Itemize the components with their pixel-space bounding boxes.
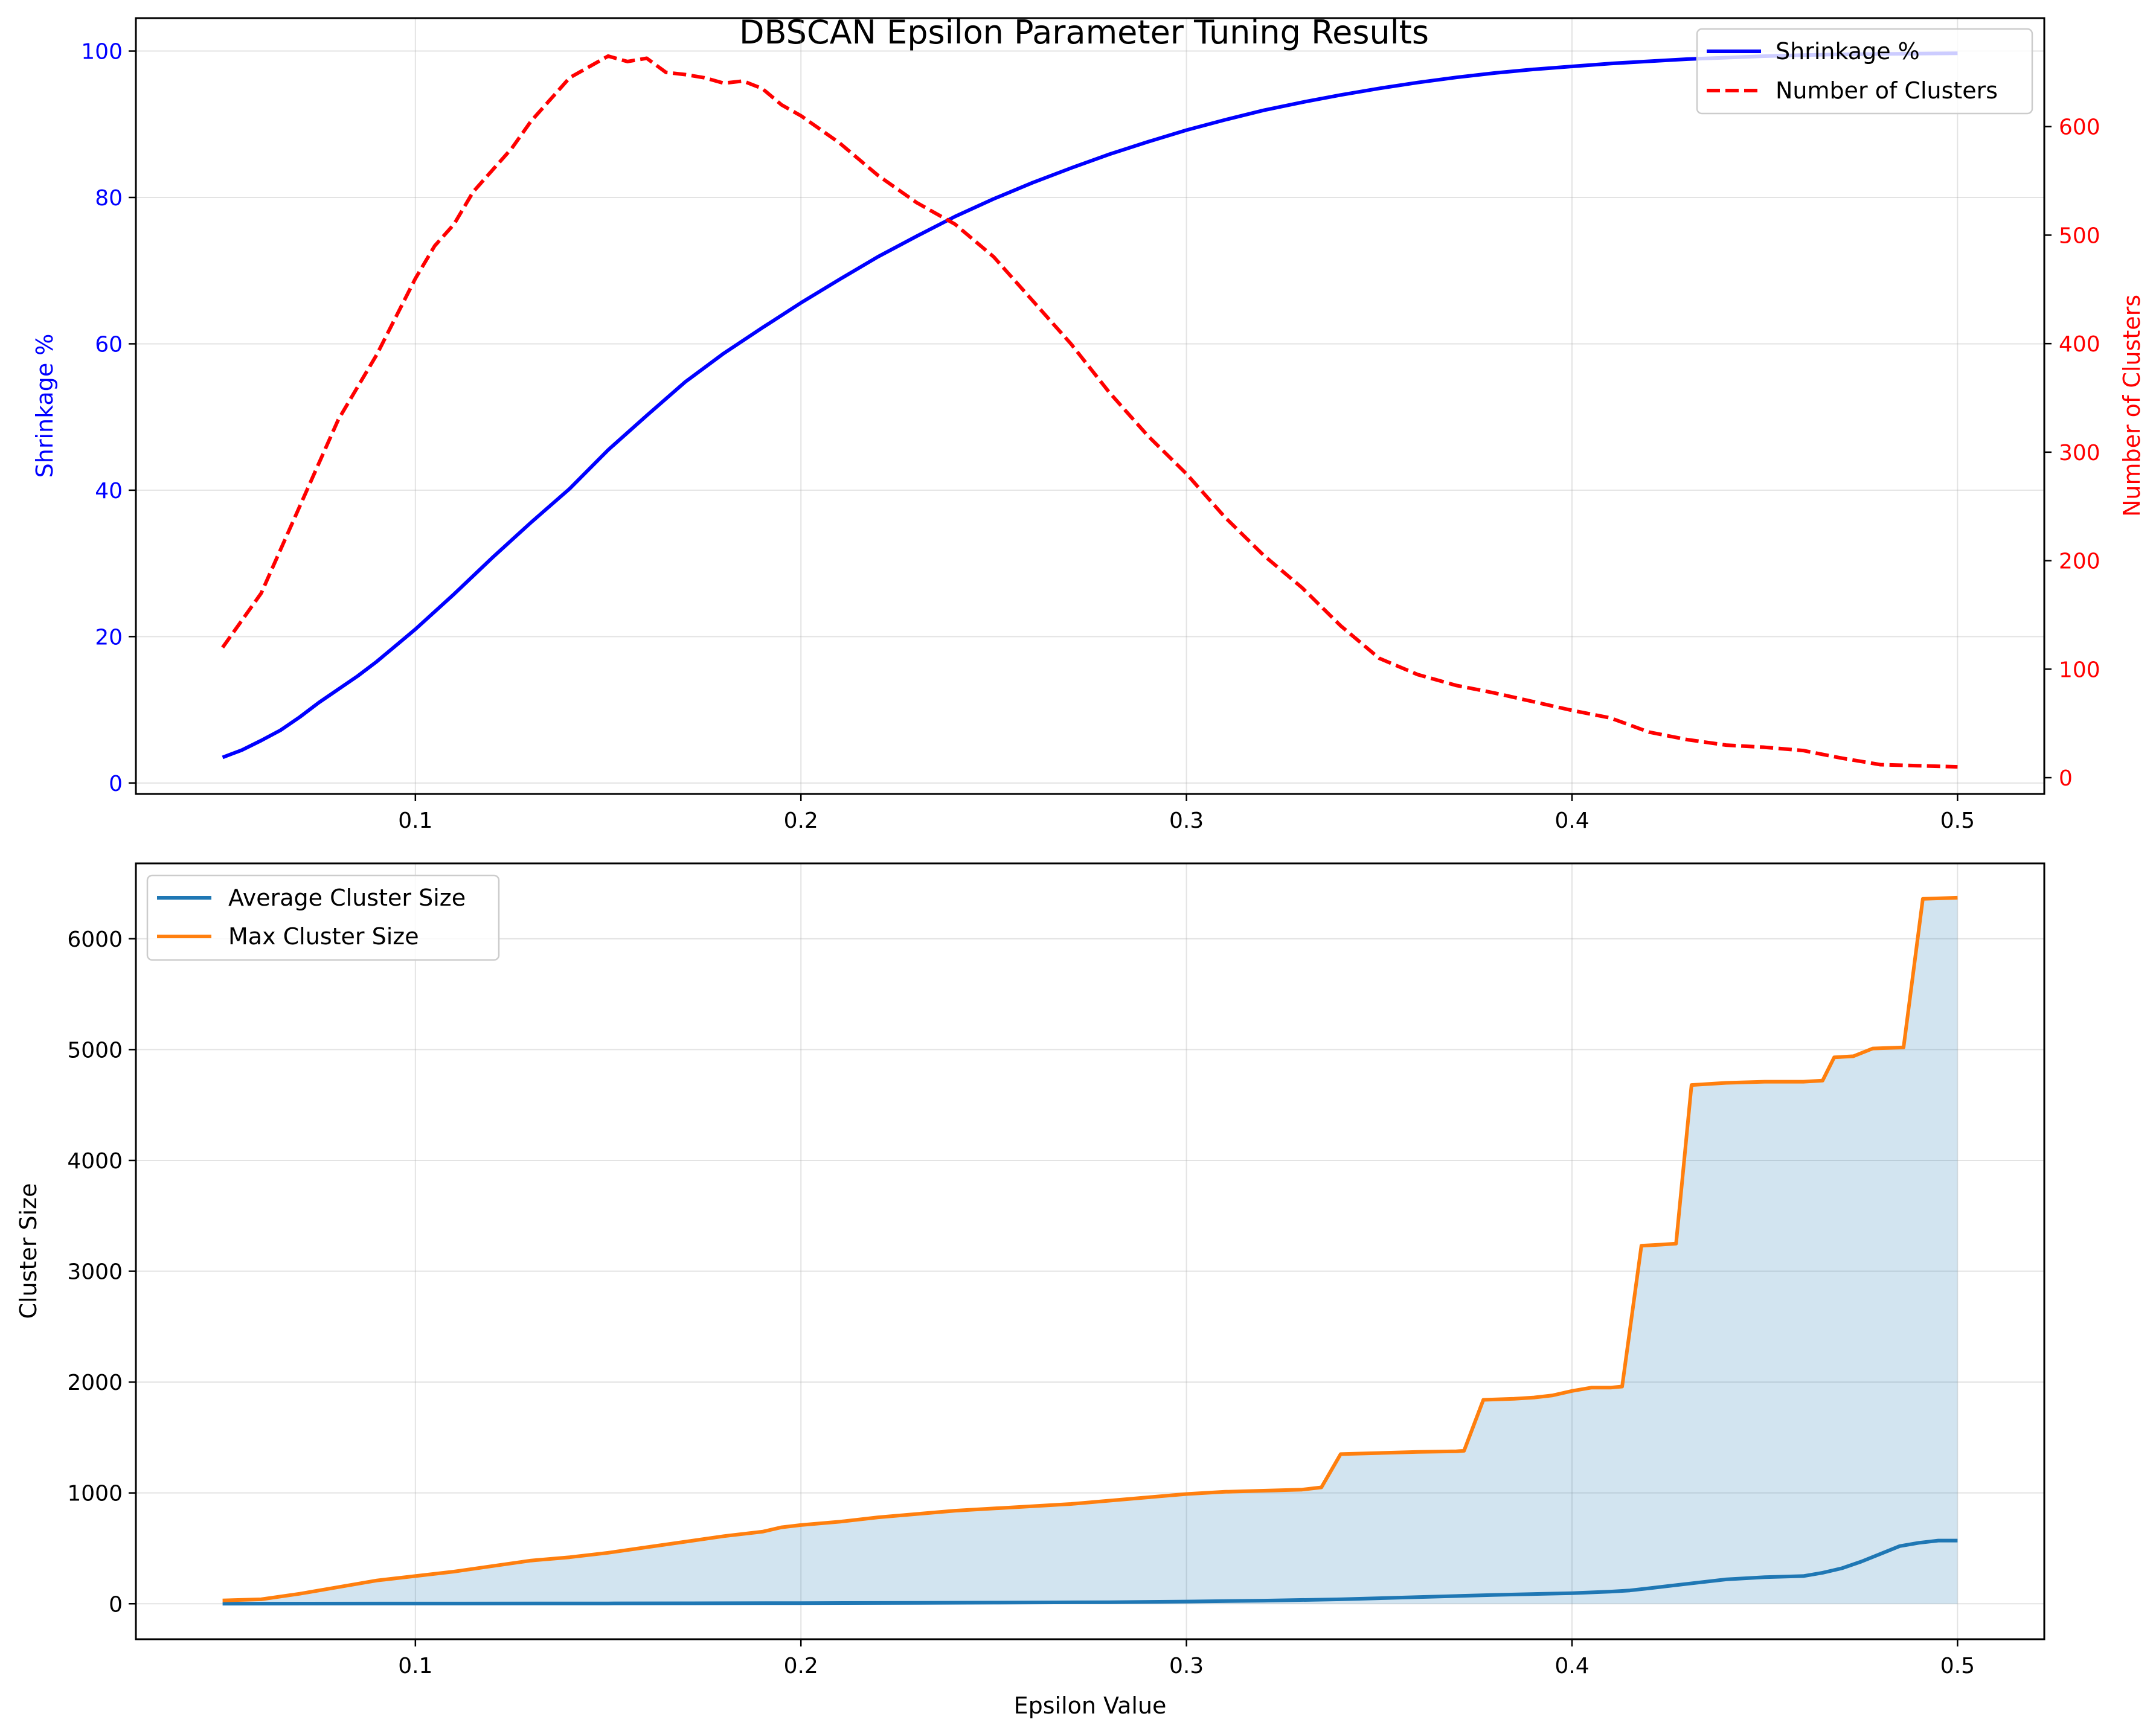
top-chart: 0.1 0.2 0.3 0.4 0.5 0 20 40 60 80 100 0 100 200 300 4… <box>31 17 2145 833</box>
x-tick-label: 0.3 <box>1169 808 1204 833</box>
bottom-grid <box>136 863 2044 1639</box>
y2-tick-label: 0 <box>2059 766 2073 791</box>
y2-tick-label: 200 <box>2059 549 2100 574</box>
y-tick-label: 2000 <box>67 1371 123 1395</box>
bottom-legend: Average Cluster Size Max Cluster Size <box>146 874 500 961</box>
y2-tick-label: 500 <box>2059 223 2100 248</box>
series-number-of-clusters <box>221 54 1958 769</box>
y2-tick-label: 300 <box>2059 441 2100 466</box>
top-y-axis-left: 0 20 40 60 80 100 <box>81 40 136 796</box>
y-tick-label: 60 <box>95 332 123 357</box>
bottom-xlabel: Epsilon Value <box>1014 1692 1167 1719</box>
top-y2label: Number of Clusters <box>2119 295 2145 517</box>
series-shrinkage <box>222 51 1958 760</box>
bottom-ylabel: Cluster Size <box>15 1183 42 1319</box>
x-tick-label: 0.5 <box>1940 808 1975 833</box>
top-legend-box <box>1696 28 2033 115</box>
top-ylabel: Shrinkage % <box>31 334 58 478</box>
y-tick-label: 40 <box>95 479 123 504</box>
legend-label-average: Average Cluster Size <box>228 885 466 911</box>
bottom-y-axis: 0 1000 2000 3000 4000 5000 6000 <box>67 927 136 1617</box>
series-average-cluster-size <box>222 1538 1958 1606</box>
y-tick-label: 100 <box>81 40 123 65</box>
top-grid <box>136 18 2044 794</box>
legend-label-shrinkage: Shrinkage % <box>1776 38 1920 65</box>
top-legend: Shrinkage % Number of Clusters <box>1696 28 2033 115</box>
legend-label-clusters: Number of Clusters <box>1776 77 1998 104</box>
x-tick-label: 0.1 <box>398 808 432 833</box>
y-tick-label: 80 <box>95 186 123 211</box>
y-tick-label: 4000 <box>67 1149 123 1174</box>
bottom-legend-box <box>146 874 500 961</box>
y-tick-label: 20 <box>95 625 123 650</box>
y-tick-label: 0 <box>109 772 123 796</box>
top-series <box>221 51 1958 769</box>
x-tick-label: 0.1 <box>398 1654 432 1678</box>
y-tick-label: 0 <box>109 1592 123 1617</box>
top-plot-frame <box>135 17 2045 795</box>
x-tick-label: 0.2 <box>784 1654 818 1678</box>
y2-tick-label: 600 <box>2059 115 2100 140</box>
figure-title: DBSCAN Epsilon Parameter Tuning Results <box>739 13 1429 51</box>
bottom-plot-frame <box>135 862 2045 1640</box>
y2-tick-label: 100 <box>2059 658 2100 682</box>
top-x-axis: 0.1 0.2 0.3 0.4 0.5 <box>398 794 1975 833</box>
x-tick-label: 0.3 <box>1169 1654 1204 1678</box>
top-y-axis-right: 0 100 200 300 400 500 600 <box>2044 115 2100 791</box>
y-tick-label: 5000 <box>67 1038 123 1063</box>
y-tick-label: 3000 <box>67 1260 123 1285</box>
x-tick-label: 0.4 <box>1554 808 1589 833</box>
x-tick-label: 0.4 <box>1554 1654 1589 1678</box>
legend-label-max: Max Cluster Size <box>228 923 419 950</box>
x-tick-label: 0.5 <box>1940 1654 1975 1678</box>
bottom-series <box>222 895 1958 1606</box>
max-cluster-size-fill <box>222 897 1958 1604</box>
bottom-x-axis: 0.1 0.2 0.3 0.4 0.5 <box>398 1639 1975 1678</box>
x-tick-label: 0.2 <box>784 808 818 833</box>
y-tick-label: 6000 <box>67 927 123 952</box>
y2-tick-label: 400 <box>2059 332 2100 357</box>
bottom-chart: 0.1 0.2 0.3 0.4 0.5 0 1000 2000 3000 4000 5000 600… <box>15 862 2045 1719</box>
y-tick-label: 1000 <box>67 1482 123 1506</box>
series-max-cluster-size <box>222 895 1958 1602</box>
